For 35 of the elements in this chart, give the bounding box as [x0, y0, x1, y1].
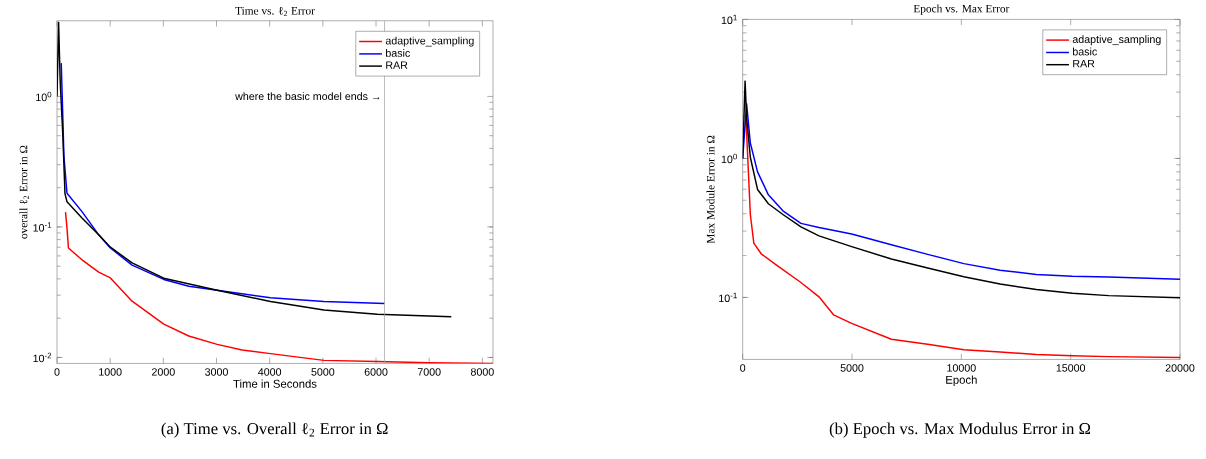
- x-tick-label: 0: [54, 367, 60, 376]
- x-tick-label: 5000: [311, 367, 335, 376]
- legend-label: adaptive_sampling: [385, 36, 474, 47]
- y-tick-label: 10$^{-1}$: [33, 222, 52, 232]
- chart-title: Epoch vs. Max Error: [913, 4, 1010, 15]
- x-tick-label: 3000: [205, 367, 228, 376]
- legend-label: basic: [386, 48, 410, 57]
- x-tick-label: 7000: [417, 367, 441, 376]
- ref-line-label: where the basic model ends →: [235, 92, 380, 100]
- y-tick-label: 10$^{-1}$: [719, 292, 737, 302]
- chart-title: Time vs. ℓ$_{2}$ Error: [235, 6, 315, 16]
- y-tick-label: 10$^{0}$: [36, 91, 52, 101]
- x-tick-label: 8000: [470, 367, 494, 376]
- y-tick-label: 10$^{-2}$: [33, 352, 52, 362]
- text: (a) Time vs. Overall ℓ$_{2}$ Error in Ω: [161, 422, 388, 438]
- text: (b) Epoch vs. Max Modulus Error in Ω: [829, 422, 1091, 438]
- y-axis-title: Max Module Error in Ω: [706, 135, 715, 244]
- y-tick-label: 10$^{1}$: [721, 14, 737, 24]
- y-axis-title: overall ℓ$_{2}$ Error in Ω: [19, 145, 29, 239]
- x-tick-label: 2000: [152, 367, 175, 376]
- x-tick-label: 1000: [99, 367, 122, 376]
- x-axis-title: Time in Seconds: [233, 379, 317, 388]
- x-tick-label: 10000: [947, 363, 976, 372]
- x-tick-label: 0: [740, 363, 746, 372]
- x-tick-label: 4000: [258, 367, 282, 376]
- legend-label: basic: [1073, 47, 1097, 56]
- x-tick-label: 20000: [1165, 363, 1195, 372]
- legend-label: RAR: [386, 61, 408, 69]
- y-tick-label: 10$^{0}$: [721, 153, 737, 163]
- legend-label: RAR: [1073, 59, 1095, 68]
- x-tick-label: 5000: [840, 363, 864, 372]
- x-tick-label: 6000: [364, 367, 388, 376]
- legend-label: adaptive_sampling: [1072, 35, 1161, 45]
- x-tick-label: 15000: [1056, 363, 1086, 372]
- x-axis-title: Epoch: [946, 375, 977, 386]
